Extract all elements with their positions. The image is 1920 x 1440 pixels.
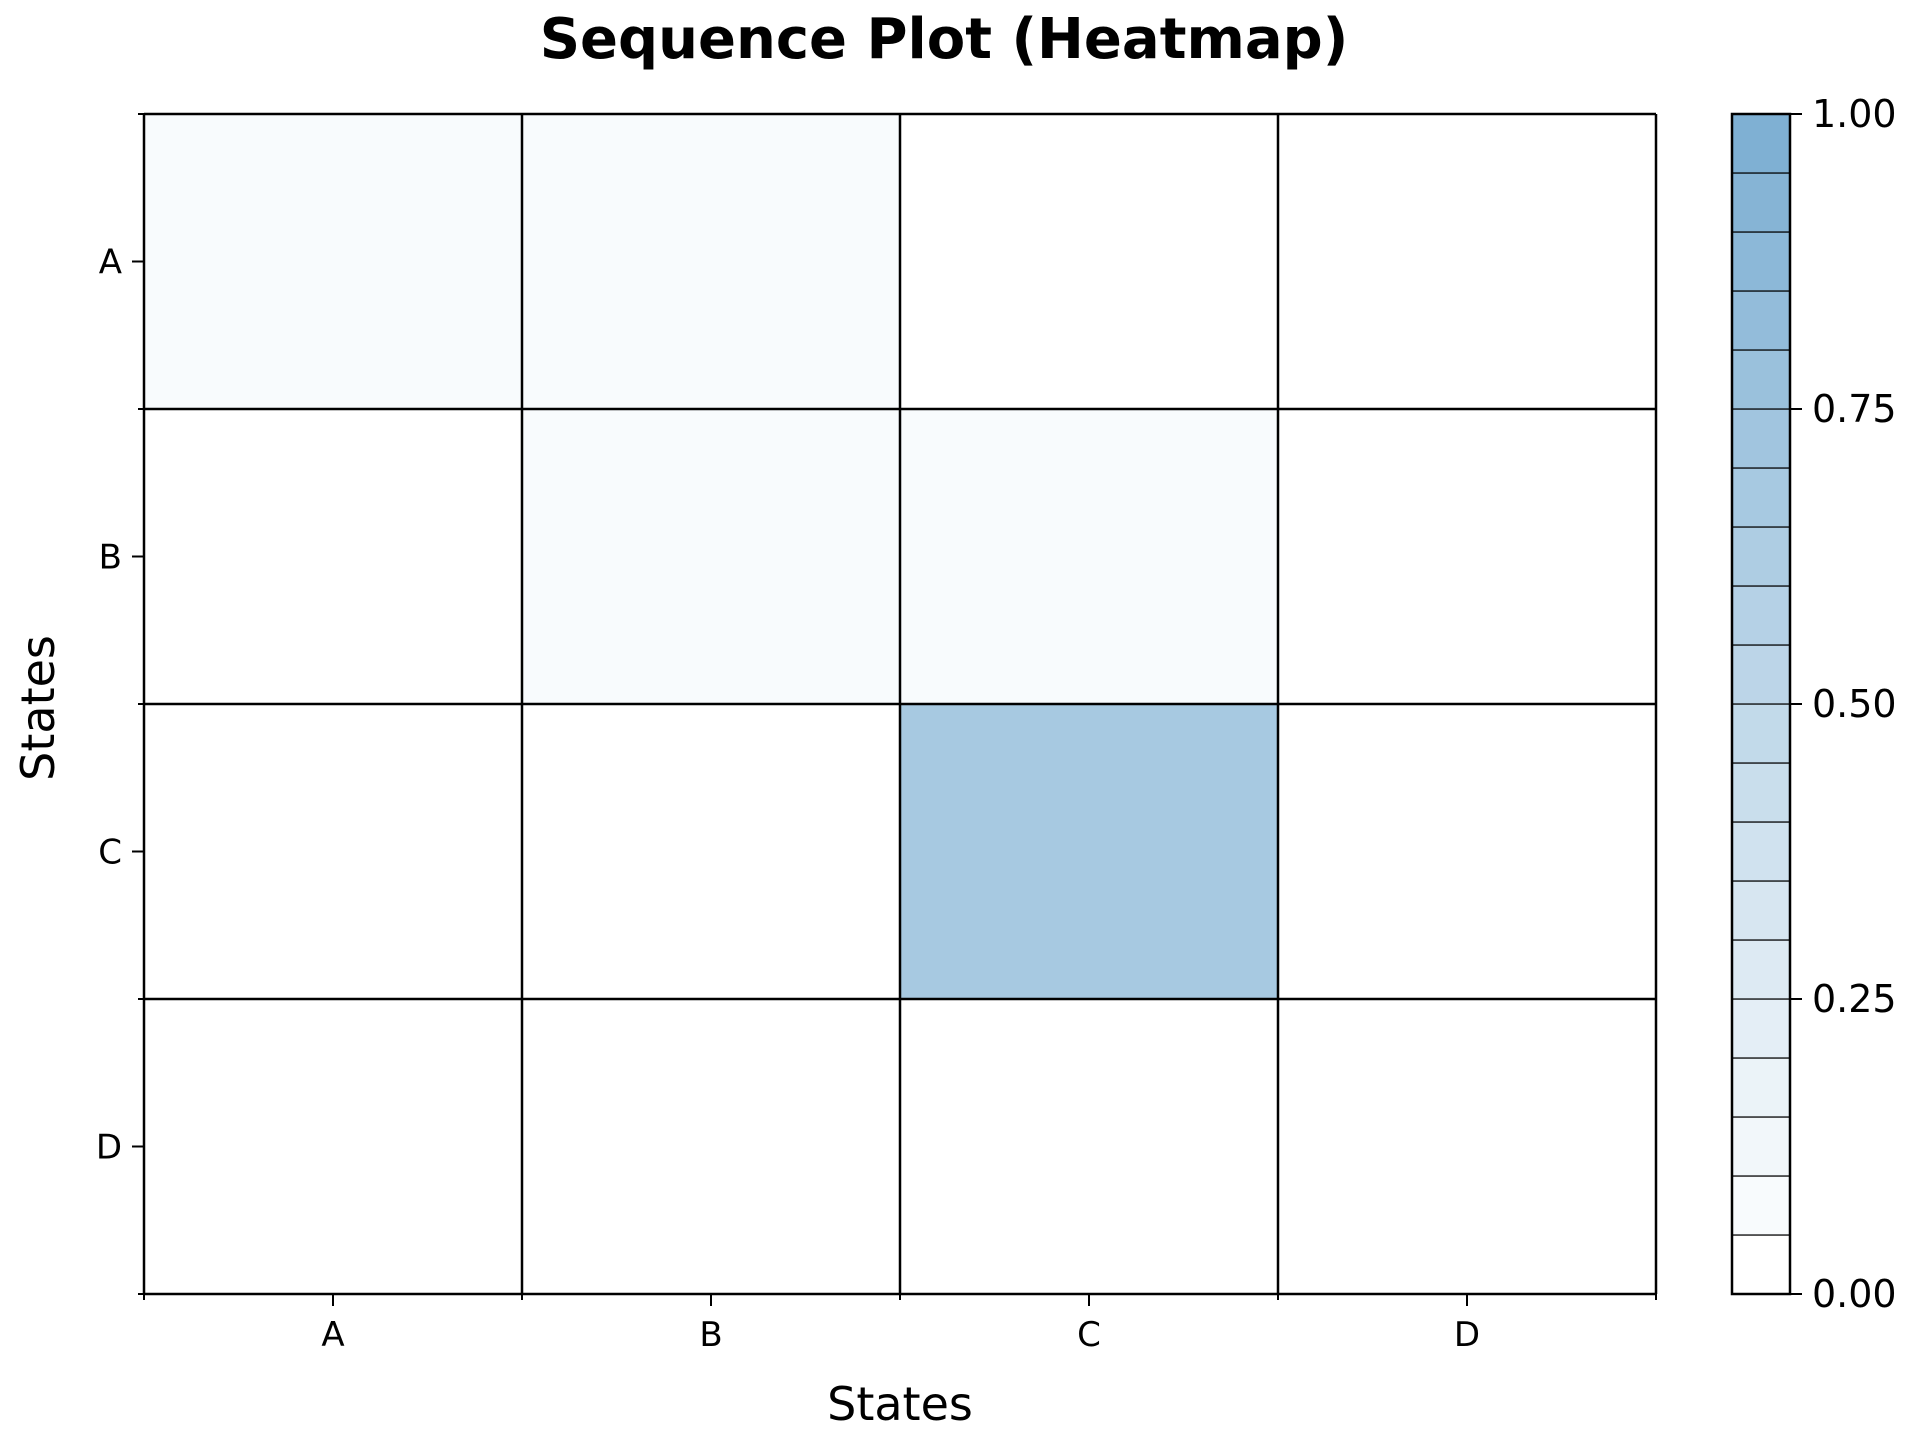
colorbar-tick-label: 1.00 — [1812, 92, 1897, 136]
y-axis-label: States — [11, 635, 65, 781]
colorbar-level — [1731, 526, 1791, 587]
heatmap-cell-c-d — [1278, 704, 1656, 999]
colorbar-level — [1731, 1116, 1791, 1177]
colorbar-tick-label: 0.50 — [1812, 682, 1897, 726]
y-tick-label: D — [96, 1128, 122, 1168]
colorbar-level — [1731, 703, 1791, 764]
heatmap-cell-a-b — [522, 114, 900, 409]
colorbar-level — [1731, 290, 1791, 351]
heatmap-cell-d-c — [900, 999, 1278, 1294]
heatmap-cell-c-b — [522, 704, 900, 999]
x-tick-label: A — [321, 1315, 344, 1355]
colorbar-level — [1731, 998, 1791, 1059]
colorbar-level — [1731, 349, 1791, 410]
colorbar-level — [1731, 408, 1791, 469]
colorbar-level — [1731, 939, 1791, 1000]
x-tick-label: D — [1454, 1315, 1480, 1355]
colorbar-level — [1731, 644, 1791, 705]
y-tick-label: A — [99, 243, 122, 283]
heatmap-cell-b-c — [900, 409, 1278, 704]
colorbar-level — [1731, 880, 1791, 941]
colorbar-level — [1731, 172, 1791, 233]
x-tick-label: C — [1077, 1315, 1101, 1355]
heatmap-cell-d-a — [144, 999, 522, 1294]
colorbar-level — [1731, 821, 1791, 882]
heatmap-cell-a-d — [1278, 114, 1656, 409]
colorbar-level — [1731, 1057, 1791, 1118]
colorbar-level — [1731, 762, 1791, 823]
chart-title: Sequence Plot (Heatmap) — [540, 7, 1349, 72]
heatmap-cells — [144, 114, 1656, 1294]
colorbar-tick-label: 0.75 — [1812, 387, 1897, 431]
x-axis-label: States — [827, 1377, 973, 1431]
x-axis: A B C D — [143, 1294, 1657, 1355]
x-tick-label: B — [699, 1315, 722, 1355]
heatmap-cell-b-b — [522, 409, 900, 704]
colorbar-level — [1731, 231, 1791, 292]
colorbar-level — [1731, 1175, 1791, 1236]
colorbar: 0.00 0.25 0.50 0.75 1.00 — [1730, 92, 1897, 1316]
heatmap-cell-c-a — [144, 704, 522, 999]
colorbar-level — [1731, 113, 1791, 174]
colorbar-level — [1731, 1234, 1791, 1295]
heatmap-cell-c-c — [900, 704, 1278, 999]
heatmap-cell-a-a — [144, 114, 522, 409]
heatmap-cell-b-d — [1278, 409, 1656, 704]
colorbar-tick-label: 0.00 — [1812, 1272, 1897, 1316]
colorbar-level — [1731, 585, 1791, 646]
heatmap-cell-b-a — [144, 409, 522, 704]
colorbar-level — [1731, 467, 1791, 528]
y-axis: A B C D — [96, 113, 144, 1295]
colorbar-tick-label: 0.25 — [1812, 977, 1897, 1021]
y-tick-label: B — [99, 538, 122, 578]
heatmap-cell-a-c — [900, 114, 1278, 409]
heatmap-cell-d-b — [522, 999, 900, 1294]
y-tick-label: C — [98, 833, 122, 873]
heatmap-cell-d-d — [1278, 999, 1656, 1294]
